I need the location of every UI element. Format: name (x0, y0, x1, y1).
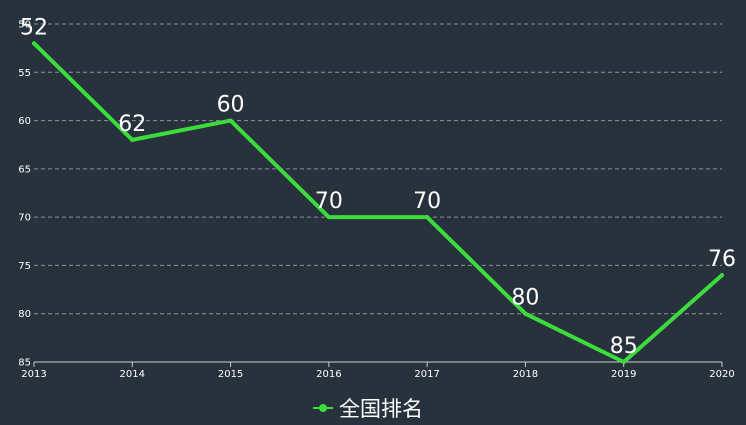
x-tick-label: 2018 (513, 369, 538, 380)
data-label: 85 (610, 334, 638, 359)
y-tick-label: 60 (18, 116, 31, 127)
data-point (425, 215, 430, 220)
data-point (523, 311, 528, 316)
data-label: 70 (413, 189, 441, 214)
data-point (326, 215, 331, 220)
x-tick-label: 2016 (316, 369, 341, 380)
data-point (228, 118, 233, 123)
data-point (32, 41, 36, 46)
y-tick-label: 75 (18, 261, 31, 272)
x-tick-label: 2017 (414, 369, 439, 380)
data-label: 80 (511, 286, 539, 311)
legend-marker-icon (319, 404, 327, 412)
grid-lines (34, 23, 722, 315)
series-line (32, 41, 724, 364)
data-label: 60 (217, 93, 245, 118)
y-tick-label: 55 (18, 68, 31, 79)
y-tick-label: 70 (18, 213, 31, 224)
series (32, 41, 724, 364)
y-tick-label: 85 (18, 358, 31, 369)
x-tick-label: 2014 (120, 369, 145, 380)
x-tick-label: 2013 (21, 369, 46, 380)
x-tick-label: 2015 (218, 369, 243, 380)
data-point (720, 273, 724, 278)
data-label: 52 (20, 15, 48, 40)
legend-label[interactable]: 全国排名 (339, 397, 423, 421)
data-label: 62 (118, 112, 146, 137)
x-tick-label: 2020 (709, 369, 734, 380)
x-tick-label: 2019 (611, 369, 636, 380)
legend[interactable]: 全国排名 (313, 397, 423, 421)
data-point (621, 360, 626, 364)
y-tick-label: 80 (18, 309, 31, 320)
y-tick-label: 50 (18, 20, 31, 31)
data-point (130, 137, 135, 142)
y-tick-label: 65 (18, 164, 31, 175)
data-label: 70 (315, 189, 343, 214)
data-labels: 52 62 60 70 70 80 85 76 (20, 15, 736, 359)
data-label: 76 (708, 247, 736, 272)
